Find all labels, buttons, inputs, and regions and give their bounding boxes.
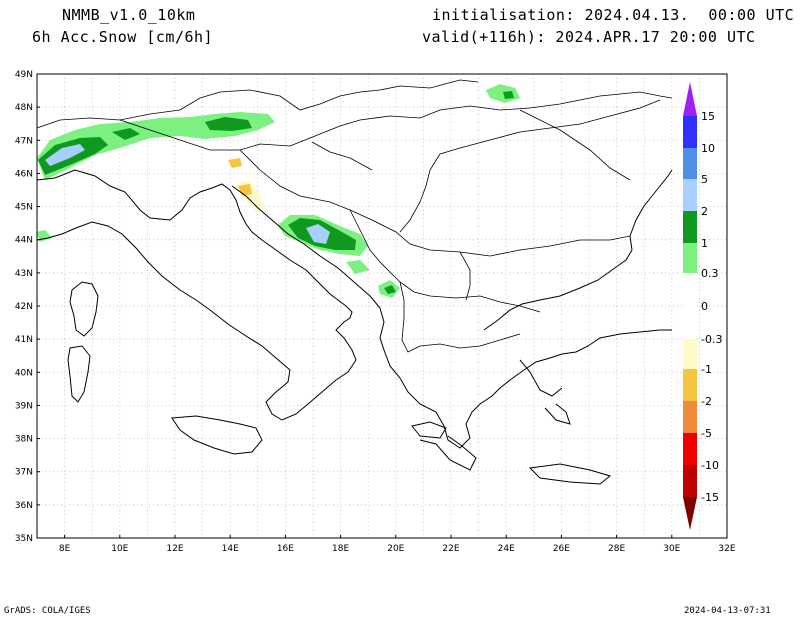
- lat-label: 38N: [15, 435, 33, 445]
- coastlines: [36, 169, 673, 485]
- colorbar-segment: [683, 433, 697, 465]
- colorbar-segment: [683, 243, 697, 273]
- lon-label: 18E: [332, 544, 349, 554]
- snow-albania-dark: [384, 285, 396, 294]
- lat-label: 49N: [15, 70, 33, 80]
- colorbar-label: -2: [701, 395, 712, 408]
- colorbar-label: -0.3: [701, 333, 722, 346]
- colorbar-label: -15: [701, 491, 719, 504]
- lon-label: 14E: [222, 544, 239, 554]
- colorbar-label: 0: [701, 300, 708, 313]
- model-title: NMMB_v1.0_10km: [62, 6, 196, 24]
- snow-alps-dark3: [112, 128, 140, 140]
- snow-alps-dark2: [205, 117, 252, 131]
- lon-label: 12E: [166, 544, 183, 554]
- lat-label: 47N: [15, 136, 33, 146]
- colorbar-top-arrow: [683, 82, 697, 116]
- colorbar-label: 15: [701, 110, 715, 123]
- colorbar-segment: [683, 369, 697, 401]
- footer-left: GrADS: COLA/IGES: [4, 606, 91, 616]
- snow-carpathians: [486, 84, 520, 103]
- snow-dinarides-blue: [306, 224, 330, 244]
- melt-croatia: [238, 184, 252, 196]
- grid-lines: [37, 74, 727, 538]
- colorbar-label: -1: [701, 363, 712, 376]
- lon-label: 16E: [277, 544, 294, 554]
- lat-label: 44N: [15, 236, 33, 246]
- colorbar-segment: [683, 401, 697, 433]
- lat-labels: 49N 48N 47N 46N 45N 44N 43N 42N 41N 40N 39N 38N 37N 3…: [15, 70, 40, 544]
- lat-label: 40N: [15, 368, 33, 378]
- footer-right: 2024-04-13-07:31: [684, 606, 771, 616]
- snow-fields: [36, 84, 520, 298]
- lon-label: 30E: [663, 544, 680, 554]
- lat-label: 48N: [15, 103, 33, 113]
- lat-label: 46N: [15, 169, 33, 179]
- lat-label: 36N: [15, 501, 33, 511]
- snow-carpathians-dark: [503, 91, 514, 99]
- lon-label: 28E: [608, 544, 625, 554]
- colorbar-label: 0.3: [701, 267, 719, 280]
- lat-label: 39N: [15, 401, 33, 411]
- lon-label: 22E: [442, 544, 459, 554]
- colorbar-label: 5: [701, 173, 708, 186]
- colorbar-segment: [683, 339, 697, 369]
- melt-croatia-cream: [236, 180, 265, 214]
- colorbar-label: -10: [701, 459, 719, 472]
- lat-label: 41N: [15, 335, 33, 345]
- melt-slovenia: [228, 158, 242, 168]
- colorbar-bottom-arrow: [683, 497, 697, 530]
- colorbar-segment: [683, 465, 697, 497]
- colorbar-segment: [683, 273, 697, 339]
- lat-label: 42N: [15, 302, 33, 312]
- snow-montenegro: [346, 260, 370, 274]
- lon-label: 10E: [111, 544, 128, 554]
- borders: [36, 79, 673, 353]
- lon-label: 20E: [387, 544, 404, 554]
- lon-label: 8E: [59, 544, 71, 554]
- lat-label: 35N: [15, 534, 33, 544]
- variable-title: 6h Acc.Snow [cm/6h]: [32, 28, 214, 46]
- colorbar-label: 1: [701, 237, 708, 250]
- colorbar-label: 10: [701, 142, 715, 155]
- init-time: initialisation: 2024.04.13. 00:00 UTC: [432, 6, 795, 24]
- snow-alps-blue: [45, 144, 85, 166]
- lat-label: 37N: [15, 468, 33, 478]
- colorbar-segment: [683, 211, 697, 243]
- lat-label: 45N: [15, 203, 33, 213]
- lon-label: 24E: [498, 544, 515, 554]
- lon-labels: 8E 10E 12E 14E 16E 18E 20E 22E 24E 26E 28E 30E 32E: [59, 535, 736, 554]
- lon-label: 26E: [553, 544, 570, 554]
- colorbar-segment: [683, 116, 697, 148]
- colorbar: 15 10 5 2 1 0.3 0 -0.3 -1 -2 -5 -10 -15: [683, 82, 722, 530]
- colorbar-label: -5: [701, 427, 712, 440]
- colorbar-segment: [683, 148, 697, 179]
- lat-label: 43N: [15, 269, 33, 279]
- valid-time: valid(+116h): 2024.APR.17 20:00 UTC: [422, 28, 756, 46]
- lon-label: 32E: [718, 544, 735, 554]
- colorbar-segment: [683, 179, 697, 211]
- colorbar-label: 2: [701, 205, 708, 218]
